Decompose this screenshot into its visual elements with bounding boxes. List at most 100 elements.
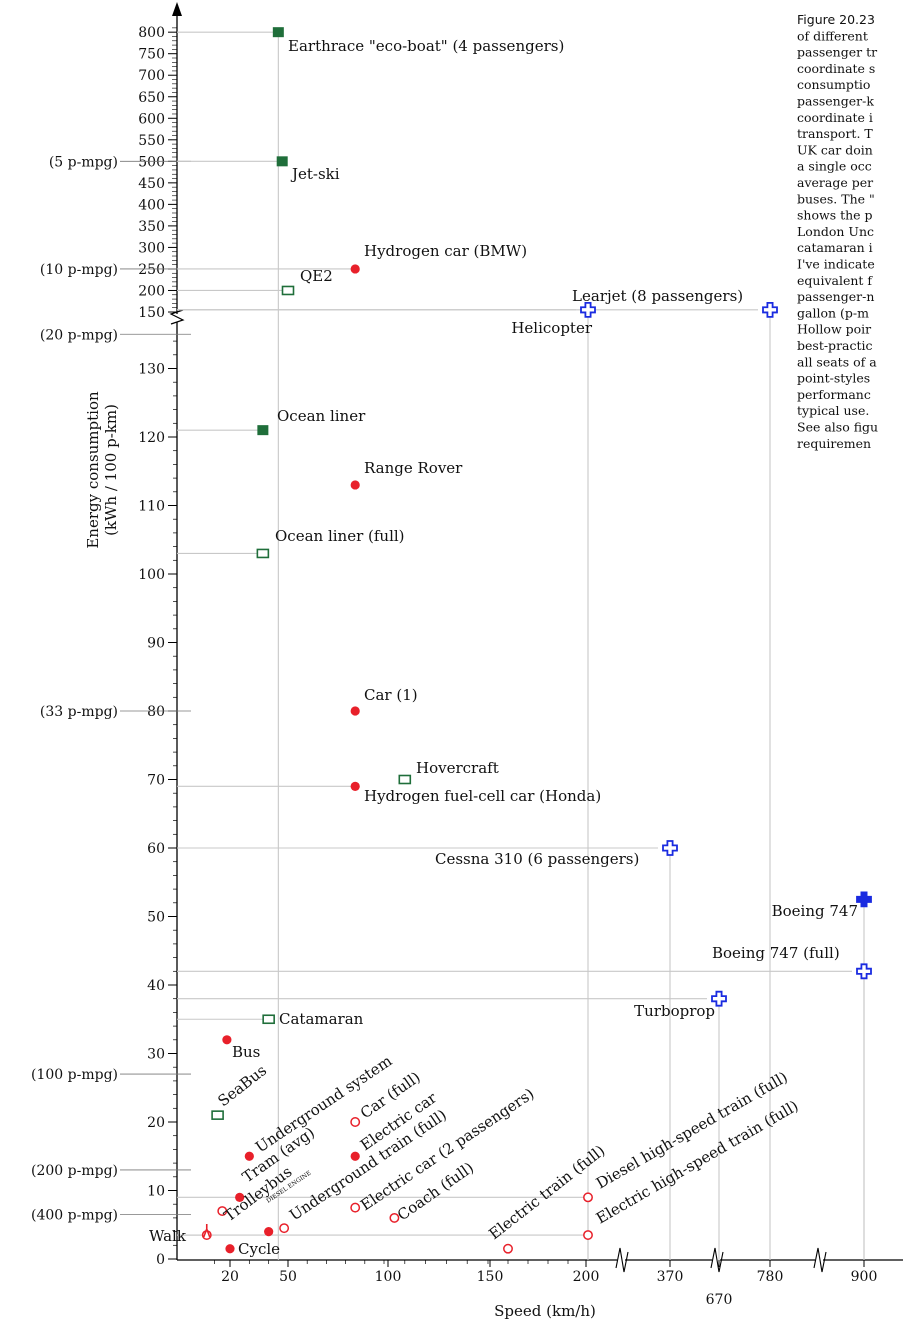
- caption-line: buses. The ": [797, 191, 875, 206]
- jet-ski-point: [276, 156, 288, 167]
- mpg-label: (100 p-mpg): [31, 1067, 118, 1083]
- x-axis-title: Speed (km/h): [494, 1302, 596, 1320]
- unlabelled-point: [264, 1227, 274, 1237]
- y-axis-title: Energy consumption(kWh / 100 p-km): [84, 391, 120, 549]
- cycle-label: Cycle: [238, 1240, 280, 1258]
- y-tick-label: 650: [138, 90, 165, 106]
- y-tick-label: 750: [138, 47, 165, 63]
- caption-line: I've indicate: [797, 257, 875, 272]
- y-tick-label: 120: [138, 430, 165, 446]
- underground-train-full-point: [350, 1202, 361, 1213]
- hydrogen-car-bmw-point: [350, 264, 360, 274]
- car-1-label: Car (1): [364, 686, 418, 704]
- hovercraft-label: Hovercraft: [416, 759, 499, 777]
- jet-ski-label: Jet-ski: [290, 165, 340, 183]
- y-tick-label: 110: [138, 499, 165, 515]
- qe2-label: QE2: [300, 267, 333, 285]
- car-1-point: [350, 706, 360, 716]
- walk-label: Walk: [149, 1227, 187, 1245]
- mpg-label: (200 p-mpg): [31, 1163, 118, 1179]
- cessna-310-6-passengers-point: [662, 840, 678, 856]
- y-tick-label: 300: [138, 240, 165, 256]
- turboprop-label: Turboprop: [634, 1002, 715, 1020]
- ocean-liner-full-point: [256, 548, 270, 559]
- caption-line: transport. T: [797, 126, 873, 141]
- y-axis-arrow: [172, 2, 182, 16]
- y-tick-label: 150: [138, 305, 165, 321]
- x-axis-break-2: [710, 1247, 724, 1273]
- x-axis-break-3: [813, 1247, 827, 1273]
- caption-line: performanc: [797, 387, 871, 402]
- x-tick-label: 50: [279, 1269, 297, 1285]
- learjet-8-passengers-label: Learjet (8 passengers): [572, 287, 743, 305]
- caption-line: consumptio: [797, 77, 870, 92]
- caption-line: coordinate i: [797, 110, 873, 125]
- tram-avg-point: [235, 1192, 245, 1202]
- boeing-747-full-point: [856, 963, 872, 980]
- hydrogen-car-bmw-label: Hydrogen car (BMW): [364, 242, 527, 260]
- ocean-liner-full-label: Ocean liner (full): [275, 527, 405, 545]
- y-tick-label: 600: [138, 111, 165, 127]
- hovercraft-point: [398, 774, 412, 785]
- car-full-point: [350, 1117, 361, 1127]
- range-rover-point: [350, 480, 360, 490]
- y-tick-label: 60: [147, 841, 165, 857]
- y-tick-label: 100: [138, 567, 165, 583]
- electric-high-speed-train-full-point: [583, 1230, 593, 1240]
- x-tick-label: 370: [657, 1269, 684, 1285]
- caption-line: passenger-n: [797, 289, 874, 304]
- x-axis-break-1-gap: [617, 1247, 625, 1269]
- y-tick-label: 450: [138, 176, 165, 192]
- y-tick-label: 130: [138, 362, 165, 378]
- electric-car-2-passengers-point: [389, 1212, 400, 1223]
- cessna-310-6-passengers-label: Cessna 310 (6 passengers): [435, 850, 639, 868]
- caption-line: best-practic: [797, 338, 873, 353]
- caption-line: a single occ: [797, 159, 872, 174]
- caption-line: Figure 20.23: [797, 12, 875, 27]
- x-axis-break-1: [615, 1247, 629, 1273]
- x-tick-label: 100: [375, 1269, 402, 1285]
- y-axis-title-line-2: (kWh / 100 p-km): [102, 404, 120, 536]
- bus-point: [222, 1035, 232, 1045]
- earthrace-eco-boat-4-passengers-label: Earthrace "eco-boat" (4 passengers): [288, 37, 564, 55]
- x-axis-break-3-gap: [815, 1247, 823, 1269]
- ocean-liner-point: [257, 425, 269, 436]
- hydrogen-fuel-cell-car-honda-point: [350, 781, 360, 791]
- caption-line: average per: [797, 175, 873, 190]
- y-tick-label: 10: [147, 1184, 165, 1200]
- mpg-label: (400 p-mpg): [31, 1207, 118, 1223]
- y-tick-label: 30: [147, 1047, 165, 1063]
- electric-train-full-point: [503, 1243, 513, 1254]
- caption-line: catamaran i: [797, 240, 873, 255]
- bus-label: Bus: [232, 1043, 260, 1061]
- helicopter-point: [580, 301, 596, 318]
- y-tick-label: 0: [156, 1252, 165, 1268]
- boeing-747-label: Boeing 747: [772, 902, 858, 920]
- coach-full-point: [279, 1223, 290, 1234]
- y-tick-label: 20: [147, 1115, 165, 1131]
- cycle-point: [225, 1244, 235, 1254]
- y-tick-label: 800: [138, 25, 165, 41]
- y-tick-label: 70: [147, 773, 165, 789]
- y-tick-label: 400: [138, 197, 165, 213]
- caption-line: equivalent f: [797, 273, 873, 288]
- range-rover-label: Range Rover: [364, 459, 463, 477]
- caption-line: typical use.: [797, 403, 869, 418]
- catamaran-point: [262, 1014, 275, 1025]
- x-tick-label: 200: [573, 1269, 600, 1285]
- underground-system-point: [244, 1151, 254, 1161]
- x-tick-label: 780: [757, 1269, 784, 1285]
- y-tick-label: 700: [138, 68, 165, 84]
- caption-line: Hollow poir: [797, 322, 871, 337]
- qe2-point: [281, 285, 295, 296]
- caption-line: of different: [797, 28, 868, 43]
- y-tick-label: 500: [138, 154, 165, 170]
- y-tick-label: 50: [147, 910, 165, 926]
- x-tick-label: 20: [221, 1269, 239, 1285]
- electric-train-full-label: Electric train (full): [485, 1141, 608, 1243]
- x-axis-break-2-gap: [712, 1247, 720, 1269]
- caption-line: shows the p: [797, 208, 873, 223]
- y-axis-title-line-1: Energy consumption: [84, 391, 102, 549]
